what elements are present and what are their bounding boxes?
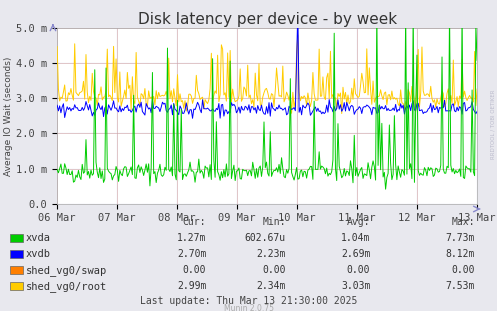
Text: 2.23m: 2.23m [256, 249, 286, 259]
Text: 2.34m: 2.34m [256, 281, 286, 291]
Text: 3.03m: 3.03m [341, 281, 370, 291]
Text: 0.00: 0.00 [183, 265, 206, 275]
Text: 2.69m: 2.69m [341, 249, 370, 259]
Text: 1.04m: 1.04m [341, 233, 370, 243]
Text: Last update: Thu Mar 13 21:30:00 2025: Last update: Thu Mar 13 21:30:00 2025 [140, 296, 357, 306]
Text: Cur:: Cur: [183, 217, 206, 227]
Text: Max:: Max: [451, 217, 475, 227]
Text: 7.73m: 7.73m [445, 233, 475, 243]
Text: 2.70m: 2.70m [177, 249, 206, 259]
Text: shed_vg0/root: shed_vg0/root [26, 281, 107, 292]
Title: Disk latency per device - by week: Disk latency per device - by week [138, 12, 397, 27]
Text: 602.67u: 602.67u [245, 233, 286, 243]
Text: 7.53m: 7.53m [445, 281, 475, 291]
Text: Avg:: Avg: [347, 217, 370, 227]
Text: 0.00: 0.00 [451, 265, 475, 275]
Text: 2.99m: 2.99m [177, 281, 206, 291]
Text: Min:: Min: [262, 217, 286, 227]
Text: xvdb: xvdb [26, 249, 51, 259]
Y-axis label: Average IO Wait (seconds): Average IO Wait (seconds) [4, 56, 13, 175]
Text: 0.00: 0.00 [262, 265, 286, 275]
Text: RRDTOOL / TOBI OETIKER: RRDTOOL / TOBI OETIKER [491, 90, 496, 159]
Text: 0.00: 0.00 [347, 265, 370, 275]
Text: xvda: xvda [26, 233, 51, 243]
Text: 8.12m: 8.12m [445, 249, 475, 259]
Text: 1.27m: 1.27m [177, 233, 206, 243]
Text: shed_vg0/swap: shed_vg0/swap [26, 265, 107, 276]
Text: Munin 2.0.75: Munin 2.0.75 [224, 304, 273, 311]
